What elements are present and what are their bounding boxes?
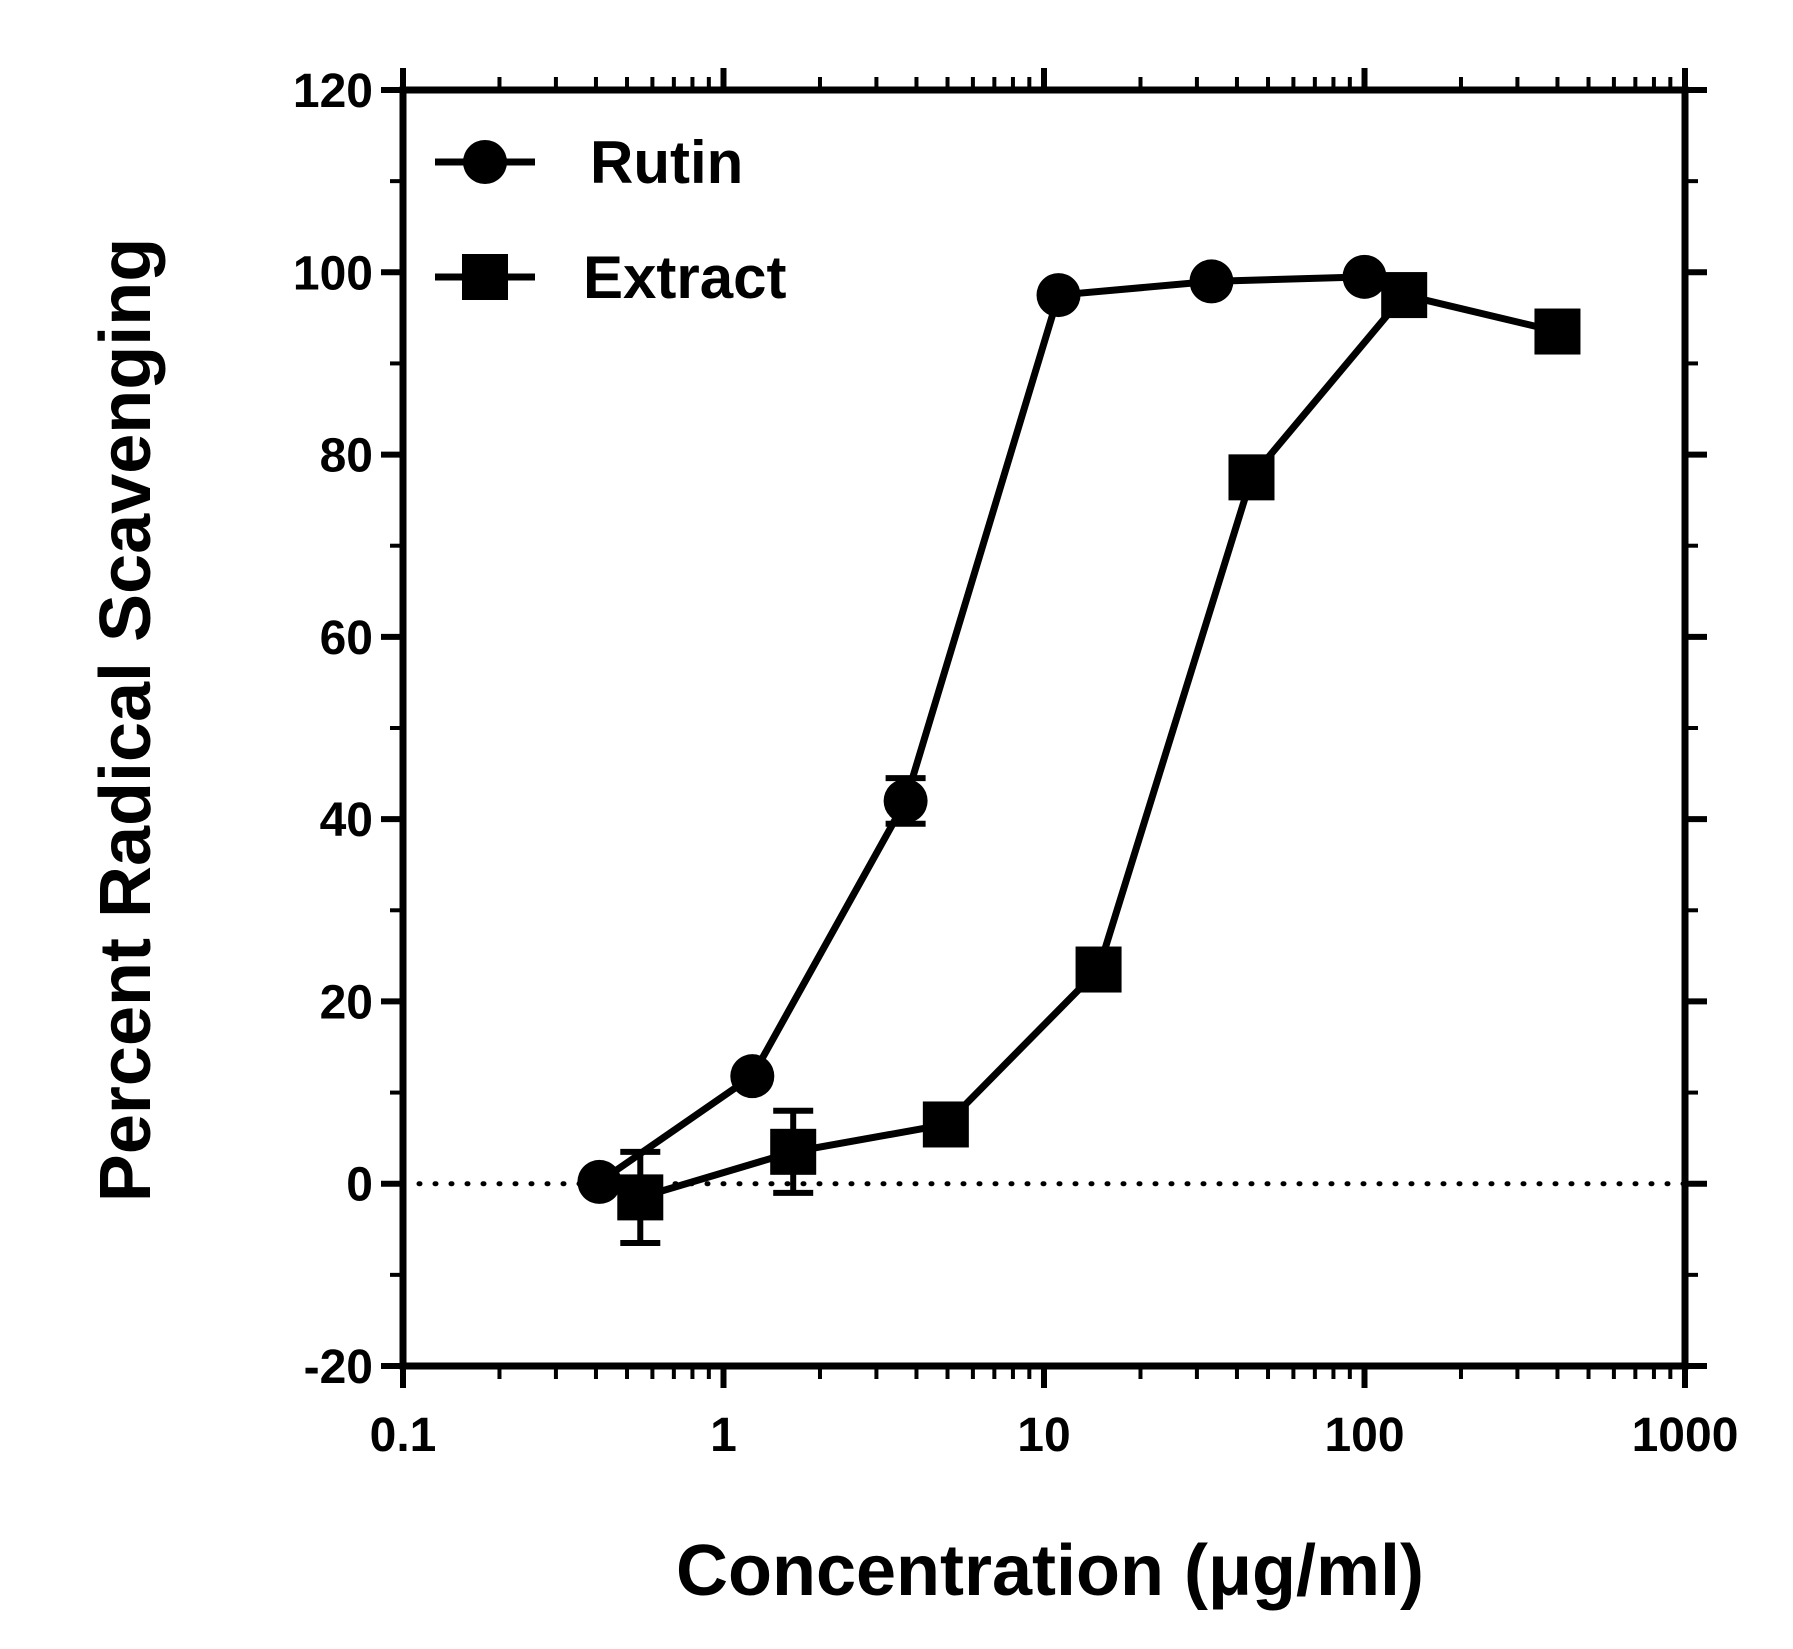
y-tick-label: 120 — [293, 65, 373, 118]
extract-point — [770, 1128, 817, 1175]
y-tick-label: -20 — [304, 1341, 373, 1394]
legend-rutin-marker — [463, 140, 507, 184]
legend-rutin-label: Rutin — [590, 129, 743, 196]
rutin-series-line — [597, 273, 1365, 1185]
extract-point — [617, 1174, 664, 1221]
y-tick-label: 40 — [320, 794, 373, 847]
y-tick-label: 100 — [293, 247, 373, 300]
legend-extract-marker — [462, 254, 508, 300]
x-tick-label: 0.1 — [370, 1409, 437, 1462]
rutin-point — [730, 1054, 775, 1099]
extract-point — [1381, 272, 1428, 319]
rutin-point — [883, 778, 928, 823]
x-axis-title: Concentration (μg/ml) — [676, 1531, 1424, 1611]
extract-series-line — [639, 291, 1559, 1201]
rutin-point — [1189, 259, 1234, 304]
y-tick-label: 20 — [320, 976, 373, 1029]
y-tick-label: 60 — [320, 612, 373, 665]
extract-point — [922, 1101, 969, 1148]
y-axis-title: Percent Radical Scavenging — [86, 238, 166, 1202]
extract-point — [1534, 308, 1581, 355]
x-tick-label: 1 — [710, 1409, 737, 1462]
extract-point — [1228, 454, 1275, 501]
extract-point — [1075, 946, 1122, 993]
rutin-point — [577, 1159, 622, 1204]
rutin-point — [1036, 273, 1081, 318]
rutin-point — [1342, 254, 1387, 299]
y-tick-label: 80 — [320, 430, 373, 483]
x-tick-label: 1000 — [1632, 1409, 1739, 1462]
legend-extract-label: Extract — [583, 244, 786, 311]
x-tick-label: 100 — [1324, 1409, 1404, 1462]
y-tick-label: 0 — [346, 1159, 373, 1212]
x-tick-label: 10 — [1017, 1409, 1070, 1462]
